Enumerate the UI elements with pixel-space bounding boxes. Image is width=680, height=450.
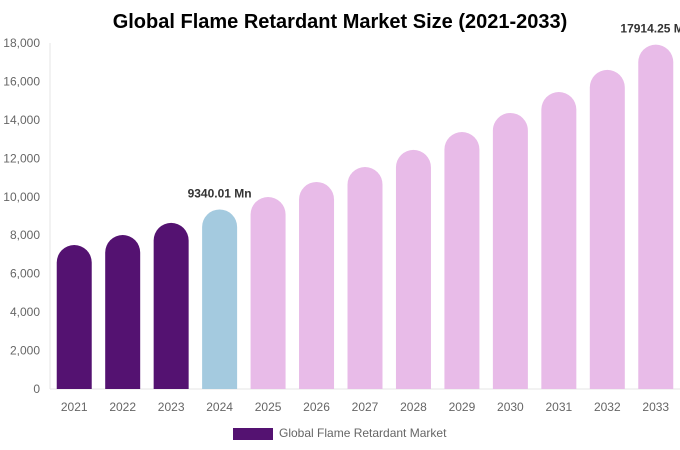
x-tick-label: 2028 [400,400,427,414]
bar-2021 [56,245,92,389]
bar-2022 [105,235,141,389]
bar-2030 [492,112,528,389]
bar-2026 [299,181,335,389]
y-tick-label: 8,000 [10,228,40,242]
x-tick-label: 2027 [352,400,379,414]
bar-2031 [541,92,577,389]
data-label-2024: 9340.01 Mn [188,186,252,200]
y-tick-label: 18,000 [3,36,40,50]
bar-2028 [395,149,431,389]
legend-swatch [233,428,273,440]
bars [56,44,674,390]
legend-label: Global Flame Retardant Market [279,426,447,440]
legend[interactable]: Global Flame Retardant Market [233,426,447,440]
x-tick-label: 2026 [303,400,330,414]
bar-2032 [589,69,625,390]
x-tick-label: 2023 [158,400,185,414]
x-tick-label: 2032 [594,400,621,414]
x-tick-label: 2022 [109,400,136,414]
x-tick-label: 2024 [206,400,233,414]
y-tick-label: 0 [33,382,40,396]
x-tick-label: 2031 [545,400,572,414]
y-axis: 0 2,000 4,000 6,000 8,000 10,000 12,000 14,000 1… [3,36,51,396]
y-tick-label: 12,000 [3,151,40,165]
bar-2033 [638,44,674,389]
x-tick-label: 2033 [642,400,669,414]
y-tick-label: 10,000 [3,190,40,204]
x-tick-label: 2021 [61,400,88,414]
bar-2024 [202,209,238,389]
y-tick-label: 14,000 [3,113,40,127]
data-labels: 9340.01 Mn 17914.25 Mn [188,22,680,201]
chart-title: Global Flame Retardant Market Size (2021… [113,11,568,33]
bar-2029 [444,131,480,389]
y-tick-label: 16,000 [3,74,40,88]
y-tick-label: 2,000 [10,344,40,358]
bar-2027 [347,166,383,389]
y-tick-label: 4,000 [10,305,40,319]
x-tick-label: 2029 [449,400,476,414]
bar-2025 [250,196,286,389]
y-tick-label: 6,000 [10,267,40,281]
data-label-2033: 17914.25 Mn [620,22,680,36]
x-axis: 2021 2022 2023 2024 2025 2026 2027 2028 2029 2030… [50,388,680,414]
x-tick-label: 2030 [497,400,524,414]
x-tick-label: 2025 [255,400,282,414]
bar-2023 [153,222,189,389]
